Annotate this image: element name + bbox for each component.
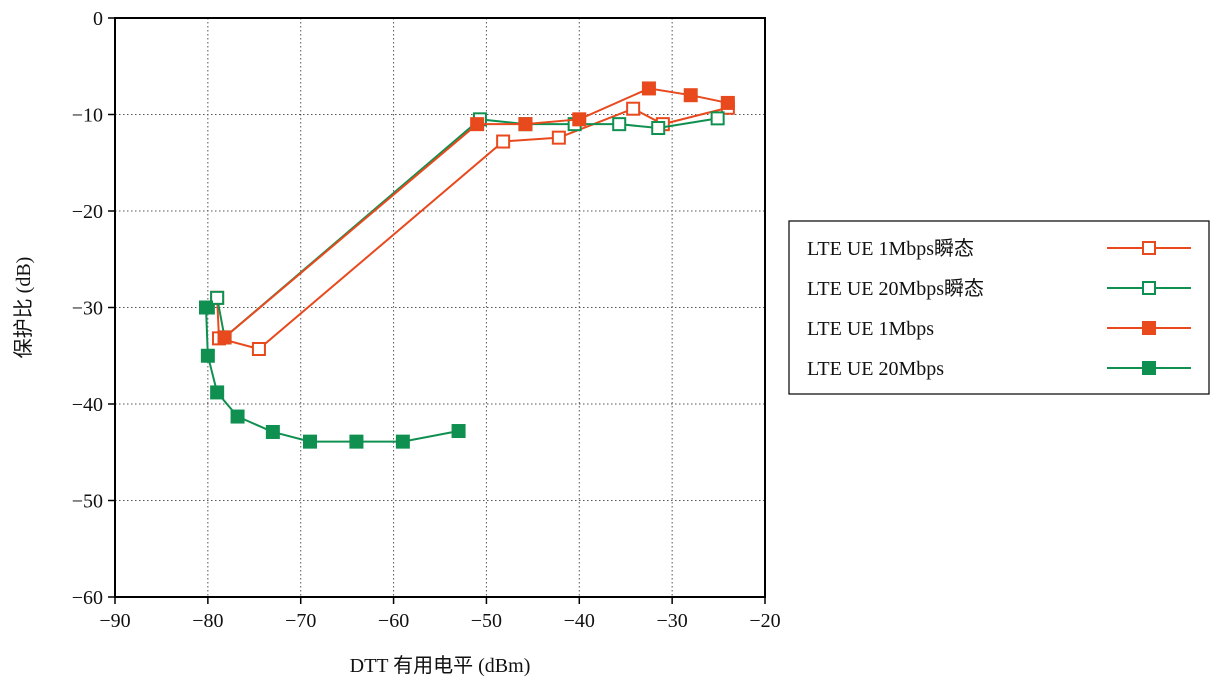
legend-label: LTE UE 20Mbps瞬态	[807, 277, 984, 300]
series-line	[207, 117, 718, 340]
data-point	[710, 111, 725, 126]
x-axis-title: DTT 有用电平 (dBm)	[350, 654, 531, 677]
legend-marker	[1142, 321, 1156, 335]
data-point	[395, 434, 410, 449]
y-tick-label: −40	[72, 394, 103, 416]
data-point	[251, 341, 266, 356]
data-point	[518, 117, 533, 132]
legend-item: LTE UE 1Mbps瞬态	[807, 237, 1191, 260]
data-point	[612, 117, 627, 132]
series-layer	[199, 81, 735, 449]
y-tick-label: −50	[72, 491, 103, 513]
legend-item: LTE UE 1Mbps	[807, 318, 1191, 340]
legend: LTE UE 1Mbps瞬态 LTE UE 20Mbps瞬态 LTE UE 1Mbp…	[788, 220, 1210, 395]
y-tick-label: −10	[72, 105, 103, 127]
series-2	[200, 111, 725, 345]
data-point	[451, 424, 466, 439]
x-tick-label: −40	[564, 610, 595, 632]
data-point	[303, 434, 317, 449]
data-point	[217, 330, 232, 345]
data-point	[651, 121, 666, 136]
y-tick-label: 0	[93, 8, 103, 30]
x-tick-label: −70	[285, 610, 316, 632]
legend-marker	[1142, 281, 1156, 295]
legend-item: LTE UE 20Mbps	[807, 358, 1191, 380]
data-point	[470, 117, 485, 132]
legend-label: LTE UE 1Mbps	[807, 318, 934, 340]
series-line	[216, 106, 729, 351]
x-tick-label: −80	[192, 610, 223, 632]
data-point	[199, 300, 213, 315]
data-point	[626, 101, 641, 116]
data-point	[349, 434, 364, 449]
x-tick-label: −60	[378, 610, 409, 632]
data-point	[265, 424, 280, 439]
data-point	[210, 290, 225, 305]
legend-item: LTE UE 20Mbps瞬态	[807, 277, 1191, 300]
data-point	[496, 134, 511, 149]
legend-marker	[1142, 361, 1156, 375]
data-point	[572, 112, 587, 127]
x-tick-label: −20	[749, 610, 780, 632]
data-point	[720, 95, 735, 110]
y-tick-label: −20	[72, 201, 103, 223]
y-axis-title: 保护比 (dB)	[12, 257, 35, 359]
series-1	[210, 100, 735, 356]
series-4	[199, 300, 466, 449]
data-point	[230, 409, 245, 424]
legend-label: LTE UE 1Mbps瞬态	[807, 237, 974, 260]
legend-marker	[1142, 241, 1156, 255]
series-3	[217, 81, 735, 345]
y-tick-label: −30	[72, 298, 103, 320]
legend-box	[788, 220, 1210, 395]
axis-ticks: −90 −80 −70 −60 −50 −40 −30 −20 0 −10 −20 −30 −40 −50…	[72, 8, 781, 632]
legend-label: LTE UE 20Mbps	[807, 358, 944, 380]
data-point	[200, 348, 215, 363]
data-point	[210, 385, 225, 400]
x-tick-label: −30	[657, 610, 688, 632]
x-tick-label: −50	[471, 610, 502, 632]
data-point	[551, 130, 566, 145]
data-point	[641, 81, 656, 96]
y-tick-label: −60	[72, 587, 103, 609]
x-tick-label: −90	[99, 610, 130, 632]
data-point	[683, 88, 698, 103]
